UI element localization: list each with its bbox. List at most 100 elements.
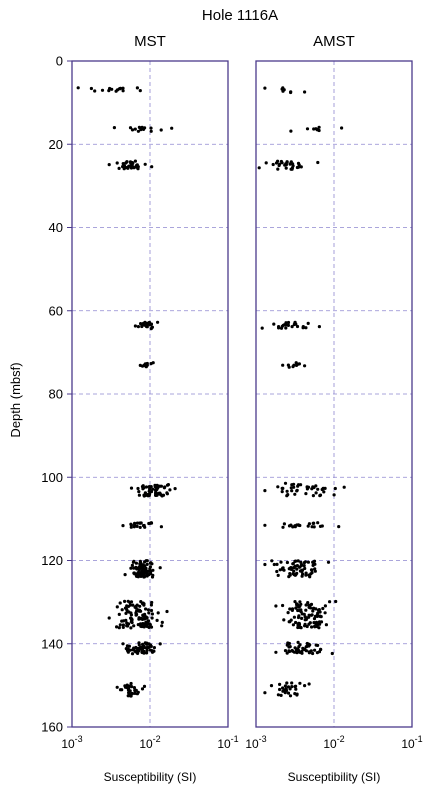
data-point [132, 624, 136, 628]
data-point [144, 607, 148, 611]
data-point [299, 165, 303, 169]
data-point [310, 613, 314, 617]
data-point [290, 685, 294, 689]
data-point [311, 651, 315, 656]
x-tick-mantissa: 10 [217, 737, 231, 751]
data-point [289, 90, 293, 95]
data-point [313, 624, 317, 629]
data-point [340, 126, 344, 130]
data-point [137, 493, 141, 497]
data-point [125, 609, 129, 613]
x-tick-label: 10-2 [139, 734, 160, 751]
data-point [302, 612, 306, 616]
data-point [287, 649, 291, 653]
data-point [303, 624, 307, 628]
data-point [160, 624, 164, 628]
data-point [148, 521, 152, 526]
data-point [309, 568, 314, 572]
data-point [310, 571, 314, 575]
data-point [276, 159, 280, 163]
data-point [307, 682, 311, 686]
data-point [126, 694, 130, 698]
data-point [288, 607, 292, 611]
data-point [118, 688, 123, 692]
data-point [322, 490, 326, 494]
data-point [149, 571, 153, 576]
data-point [330, 651, 334, 656]
data-point [288, 567, 292, 571]
data-point [295, 489, 299, 493]
data-point [145, 361, 149, 366]
data-point [306, 601, 310, 605]
data-point [138, 562, 142, 566]
data-point [107, 89, 111, 93]
data-point [154, 491, 158, 496]
data-point [120, 608, 124, 612]
panel-title-amst: AMST [313, 33, 355, 50]
data-point [303, 90, 307, 94]
data-point [159, 128, 163, 132]
y-tick-label: 60 [49, 303, 63, 318]
data-point [121, 625, 125, 630]
data-point [280, 87, 284, 91]
data-point [125, 644, 129, 648]
data-point [142, 567, 146, 571]
x-tick-exponent: -2 [337, 734, 345, 744]
data-point [137, 125, 141, 129]
data-point [287, 524, 292, 528]
data-point [291, 649, 295, 653]
data-point [318, 524, 323, 529]
data-point [311, 607, 315, 611]
data-point [272, 562, 276, 567]
data-point [142, 363, 146, 367]
x-tick-label: 10-2 [323, 734, 344, 751]
data-point [149, 362, 153, 366]
data-point [272, 322, 276, 326]
x-tick-label: 10-3 [245, 734, 266, 751]
x-tick-mantissa: 10 [323, 737, 337, 751]
data-point [305, 127, 310, 131]
data-point [334, 599, 338, 604]
data-point [332, 493, 336, 497]
x-axis-label-amst: Susceptibility (SI) [288, 770, 381, 784]
data-point [130, 617, 134, 621]
data-point [142, 575, 146, 579]
data-point [125, 624, 129, 628]
data-point [173, 487, 177, 491]
data-point [151, 487, 155, 491]
data-point [283, 688, 287, 692]
data-point [307, 642, 311, 646]
data-point [303, 560, 307, 564]
data-point [291, 525, 295, 529]
data-point [280, 490, 284, 494]
data-point [138, 89, 142, 93]
data-point [286, 691, 291, 695]
data-point [133, 688, 137, 693]
data-point [289, 618, 293, 622]
data-point [115, 685, 119, 689]
data-point [286, 323, 290, 327]
data-point [285, 160, 289, 164]
scatter-points-amst [257, 86, 346, 698]
data-point [275, 569, 279, 574]
data-point [284, 326, 288, 330]
data-point [306, 321, 310, 325]
x-tick-label: 10-3 [61, 734, 82, 751]
data-point [284, 166, 288, 170]
data-point [303, 566, 307, 571]
data-point [142, 493, 146, 497]
data-point [312, 559, 317, 563]
data-point [283, 481, 288, 485]
data-point [304, 573, 308, 577]
data-point [147, 485, 151, 489]
data-point [121, 165, 125, 169]
data-point [290, 489, 294, 493]
data-point [324, 623, 328, 627]
data-point [288, 694, 293, 698]
data-point [297, 362, 301, 366]
data-point [134, 611, 138, 615]
data-point [158, 642, 162, 646]
y-tick-label: 0 [56, 54, 63, 69]
